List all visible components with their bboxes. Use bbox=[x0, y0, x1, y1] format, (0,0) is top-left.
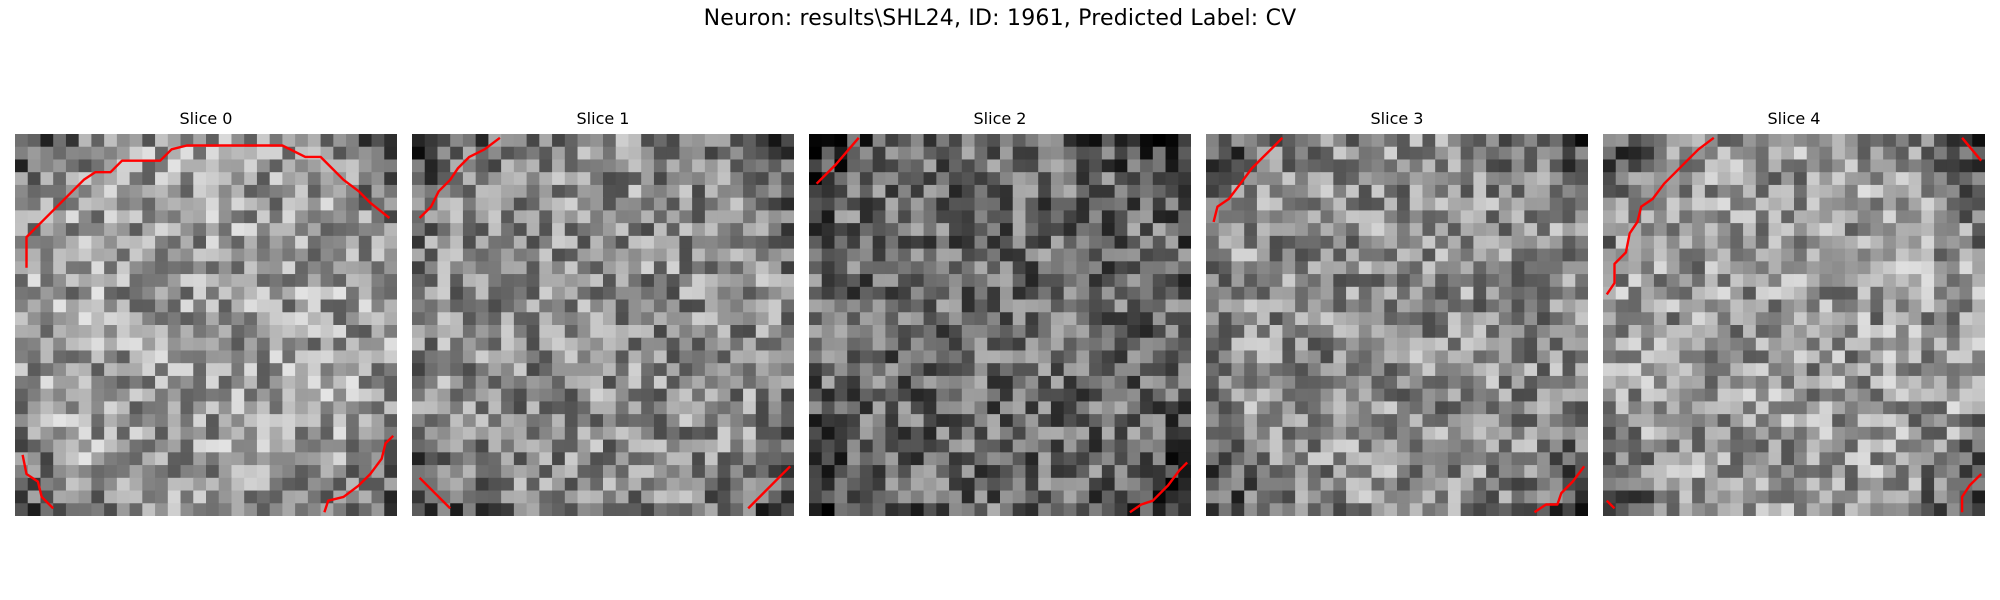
contour-line-1 bbox=[1533, 465, 1586, 514]
contour-line-1 bbox=[21, 454, 55, 510]
contour-line-0 bbox=[1605, 136, 1715, 296]
contour-line-0 bbox=[25, 144, 391, 268]
pixel-grid bbox=[15, 134, 397, 516]
slice-title-1: Slice 1 bbox=[576, 109, 630, 128]
slice-image-4 bbox=[1603, 134, 1985, 516]
contour-line-0 bbox=[418, 136, 501, 219]
slice-title-2: Slice 2 bbox=[973, 109, 1027, 128]
pixel-grid bbox=[1603, 134, 1985, 516]
contour-line-0 bbox=[1212, 136, 1284, 223]
contour-line-1 bbox=[1961, 137, 1983, 162]
slice-title-4: Slice 4 bbox=[1767, 109, 1821, 128]
pixel-grid bbox=[412, 134, 794, 516]
contour-line-0 bbox=[815, 137, 860, 185]
slice-image-1 bbox=[412, 134, 794, 516]
contour-line-1 bbox=[418, 476, 452, 510]
slice-title-3: Slice 3 bbox=[1370, 109, 1424, 128]
slice-panel-2: Slice 2 bbox=[809, 108, 1191, 516]
slice-image-3 bbox=[1206, 134, 1588, 516]
pixel-grid bbox=[1206, 134, 1588, 516]
contour-line-3 bbox=[1605, 499, 1616, 510]
slice-panel-0: Slice 0 bbox=[15, 108, 397, 516]
contour-line-1 bbox=[1129, 461, 1189, 514]
slice-panel-4: Slice 4 bbox=[1603, 108, 1985, 516]
slice-panel-1: Slice 1 bbox=[412, 108, 794, 516]
pixel-grid bbox=[809, 134, 1191, 516]
figure-title: Neuron: results\SHL24, ID: 1961, Predict… bbox=[703, 6, 1297, 31]
contour-line-2 bbox=[747, 465, 792, 510]
slice-image-2 bbox=[809, 134, 1191, 516]
slice-title-0: Slice 0 bbox=[179, 109, 233, 128]
contour-line-2 bbox=[1960, 473, 1983, 513]
slice-panel-3: Slice 3 bbox=[1206, 108, 1588, 516]
slice-image-0 bbox=[15, 134, 397, 516]
contour-line-2 bbox=[323, 434, 395, 513]
